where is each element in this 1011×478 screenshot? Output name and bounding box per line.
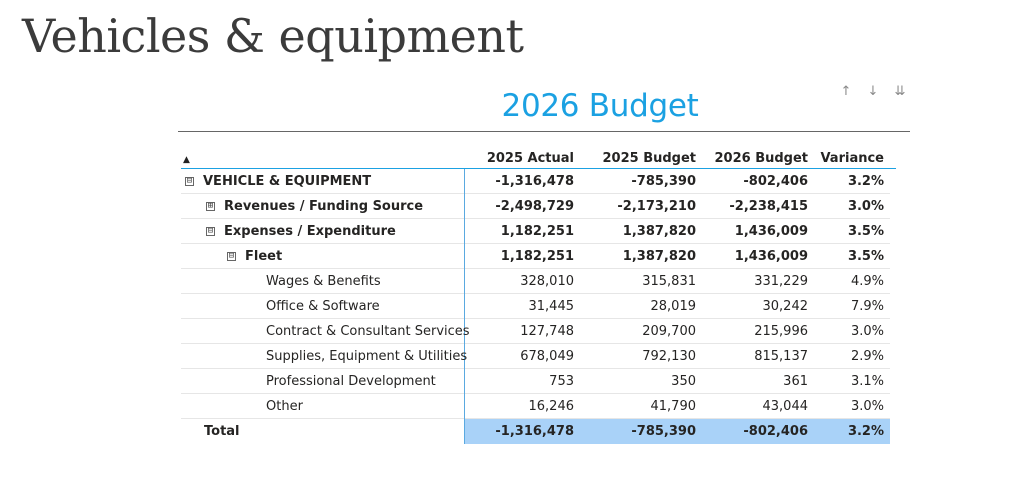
sort-ascending-icon[interactable]: ▲ (183, 155, 190, 165)
total-2026-budget: -802,406 (696, 419, 808, 444)
collapse-icon[interactable]: ⊟ (206, 226, 215, 236)
table-row: ⊞ Revenues / Funding Source -2,498,729 -… (181, 194, 896, 219)
cell-2025-budget: -2,173,210 (574, 194, 696, 219)
column-header-variance[interactable]: Variance (820, 151, 884, 166)
row-label: ⊟ Expenses / Expenditure (181, 219, 465, 244)
cell-2025-budget: 209,700 (574, 319, 696, 344)
row-label: ⊞ Revenues / Funding Source (181, 194, 465, 219)
cell-2025-budget: 315,831 (574, 269, 696, 294)
table-row: Supplies, Equipment & Utilities 678,049 … (181, 344, 896, 369)
cell-2025-budget: 28,019 (574, 294, 696, 319)
row-label: Professional Development (181, 369, 465, 394)
row-label: Office & Software (181, 294, 465, 319)
cell-2025-budget: 1,387,820 (574, 244, 696, 269)
table-row: ⊟ Expenses / Expenditure 1,182,251 1,387… (181, 219, 896, 244)
cell-2026-budget: 1,436,009 (696, 219, 808, 244)
budget-matrix: ▲ 2025 Actual 2025 Budget 2026 Budget Va… (181, 138, 896, 444)
cell-2026-budget: 43,044 (696, 394, 808, 419)
cell-2025-actual: -2,498,729 (465, 194, 574, 219)
cell-2026-budget: -2,238,415 (696, 194, 808, 219)
cell-2026-budget: 815,137 (696, 344, 808, 369)
cell-2025-budget: -785,390 (574, 169, 696, 194)
column-header-2026-budget[interactable]: 2026 Budget (714, 151, 808, 166)
expand-all-icon[interactable]: ⇊ (894, 84, 906, 99)
cell-2025-actual: 16,246 (465, 394, 574, 419)
column-header-2025-budget[interactable]: 2025 Budget (602, 151, 696, 166)
cell-variance: 3.2% (808, 169, 890, 194)
cell-2026-budget: 215,996 (696, 319, 808, 344)
cell-2025-actual: 31,445 (465, 294, 574, 319)
row-label-text: Expenses / Expenditure (224, 224, 396, 239)
table-row: ⊟ VEHICLE & EQUIPMENT -1,316,478 -785,39… (181, 169, 896, 194)
cell-variance: 2.9% (808, 344, 890, 369)
cell-2025-actual: -1,316,478 (465, 169, 574, 194)
row-label: Other (181, 394, 465, 419)
table-row: Contract & Consultant Services 127,748 2… (181, 319, 896, 344)
collapse-icon[interactable]: ⊟ (227, 251, 236, 261)
cell-variance: 3.5% (808, 219, 890, 244)
total-2025-budget: -785,390 (574, 419, 696, 444)
table-row: Office & Software 31,445 28,019 30,242 7… (181, 294, 896, 319)
column-header-2025-actual[interactable]: 2025 Actual (486, 151, 574, 166)
row-label: Contract & Consultant Services (181, 319, 470, 344)
row-header-cell[interactable]: ▲ (181, 138, 465, 166)
table-row: Other 16,246 41,790 43,044 3.0% (181, 394, 896, 419)
cell-variance: 3.1% (808, 369, 890, 394)
total-label: Total (181, 419, 465, 444)
row-label-text: VEHICLE & EQUIPMENT (203, 174, 372, 189)
total-variance: 3.2% (808, 419, 890, 444)
cell-2025-actual: 1,182,251 (465, 244, 574, 269)
cell-2026-budget: 331,229 (696, 269, 808, 294)
cell-2025-budget: 1,387,820 (574, 219, 696, 244)
cell-2025-actual: 328,010 (465, 269, 574, 294)
total-2025-actual: -1,316,478 (465, 419, 574, 444)
row-label-text: Fleet (245, 249, 283, 264)
cell-variance: 3.0% (808, 394, 890, 419)
cell-2025-actual: 678,049 (465, 344, 574, 369)
cell-2026-budget: 30,242 (696, 294, 808, 319)
row-label: Supplies, Equipment & Utilities (181, 344, 467, 369)
visual-toolbar: ↑ ↓ ⇊ (838, 84, 908, 100)
table-row: ⊟ Fleet 1,182,251 1,387,820 1,436,009 3.… (181, 244, 896, 269)
cell-variance: 3.0% (808, 319, 890, 344)
cell-2026-budget: 361 (696, 369, 808, 394)
cell-variance: 3.5% (808, 244, 890, 269)
cell-2025-actual: 753 (465, 369, 574, 394)
row-label: ⊟ Fleet (181, 244, 465, 269)
cell-2025-budget: 41,790 (574, 394, 696, 419)
visual-header-divider (178, 131, 910, 132)
expand-icon[interactable]: ⊞ (206, 201, 215, 211)
cell-2026-budget: -802,406 (696, 169, 808, 194)
table-row: Professional Development 753 350 361 3.1… (181, 369, 896, 394)
matrix-header-row: ▲ 2025 Actual 2025 Budget 2026 Budget Va… (181, 138, 896, 169)
collapse-icon[interactable]: ⊟ (185, 176, 194, 186)
visual-title: 2026 Budget (501, 88, 699, 124)
cell-2026-budget: 1,436,009 (696, 244, 808, 269)
cell-variance: 4.9% (808, 269, 890, 294)
page-title: Vehicles & equipment (22, 9, 524, 63)
cell-2025-budget: 792,130 (574, 344, 696, 369)
drill-up-arrow-icon[interactable]: ↑ (840, 84, 852, 99)
row-label-text: Revenues / Funding Source (224, 199, 424, 214)
cell-2025-actual: 1,182,251 (465, 219, 574, 244)
cell-variance: 3.0% (808, 194, 890, 219)
row-label: ⊟ VEHICLE & EQUIPMENT (181, 169, 465, 194)
cell-2025-budget: 350 (574, 369, 696, 394)
total-row: Total -1,316,478 -785,390 -802,406 3.2% (181, 419, 896, 444)
cell-2025-actual: 127,748 (465, 319, 574, 344)
drill-down-arrow-icon[interactable]: ↓ (867, 84, 879, 99)
row-label: Wages & Benefits (181, 269, 465, 294)
cell-variance: 7.9% (808, 294, 890, 319)
table-row: Wages & Benefits 328,010 315,831 331,229… (181, 269, 896, 294)
